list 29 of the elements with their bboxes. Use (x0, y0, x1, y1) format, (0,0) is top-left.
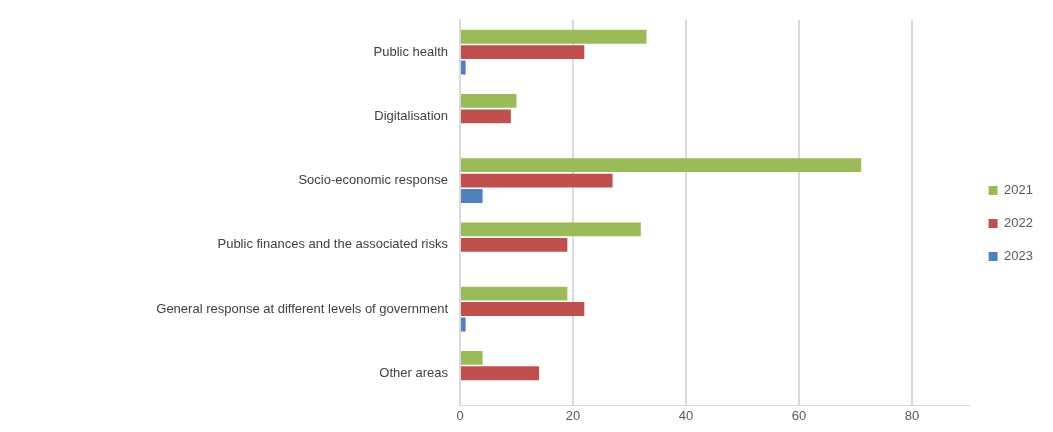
y-tick-label: Socio-economic response (298, 172, 448, 188)
y-tick-label: Digitalisation (374, 107, 448, 123)
bar (461, 45, 585, 60)
y-tick-label: Public health (373, 43, 448, 59)
bar (461, 350, 483, 365)
legend-label: 2021 (1004, 182, 1033, 198)
x-tick-label: 0 (456, 407, 464, 423)
bar (461, 286, 568, 301)
y-tick-label: General response at different levels of government (156, 300, 449, 316)
legend-label: 2023 (1004, 248, 1033, 264)
bar (461, 222, 641, 237)
bar (461, 237, 568, 252)
bar (461, 29, 647, 44)
bar (461, 317, 466, 332)
bar (461, 94, 517, 108)
x-tick-label: 80 (904, 407, 920, 423)
x-tick-label: 60 (791, 407, 807, 423)
bar (461, 302, 585, 316)
bar (461, 173, 613, 188)
bar (461, 366, 540, 381)
bar (461, 60, 466, 75)
y-tick-label: Public finances and the associated risks (217, 236, 449, 252)
x-tick-label: 40 (678, 407, 694, 423)
bar (461, 158, 862, 173)
bar (461, 109, 511, 124)
y-tick-label: Other areas (379, 364, 449, 380)
bar (461, 189, 483, 203)
legend-label: 2022 (1004, 215, 1033, 231)
x-tick-label: 20 (565, 407, 581, 423)
